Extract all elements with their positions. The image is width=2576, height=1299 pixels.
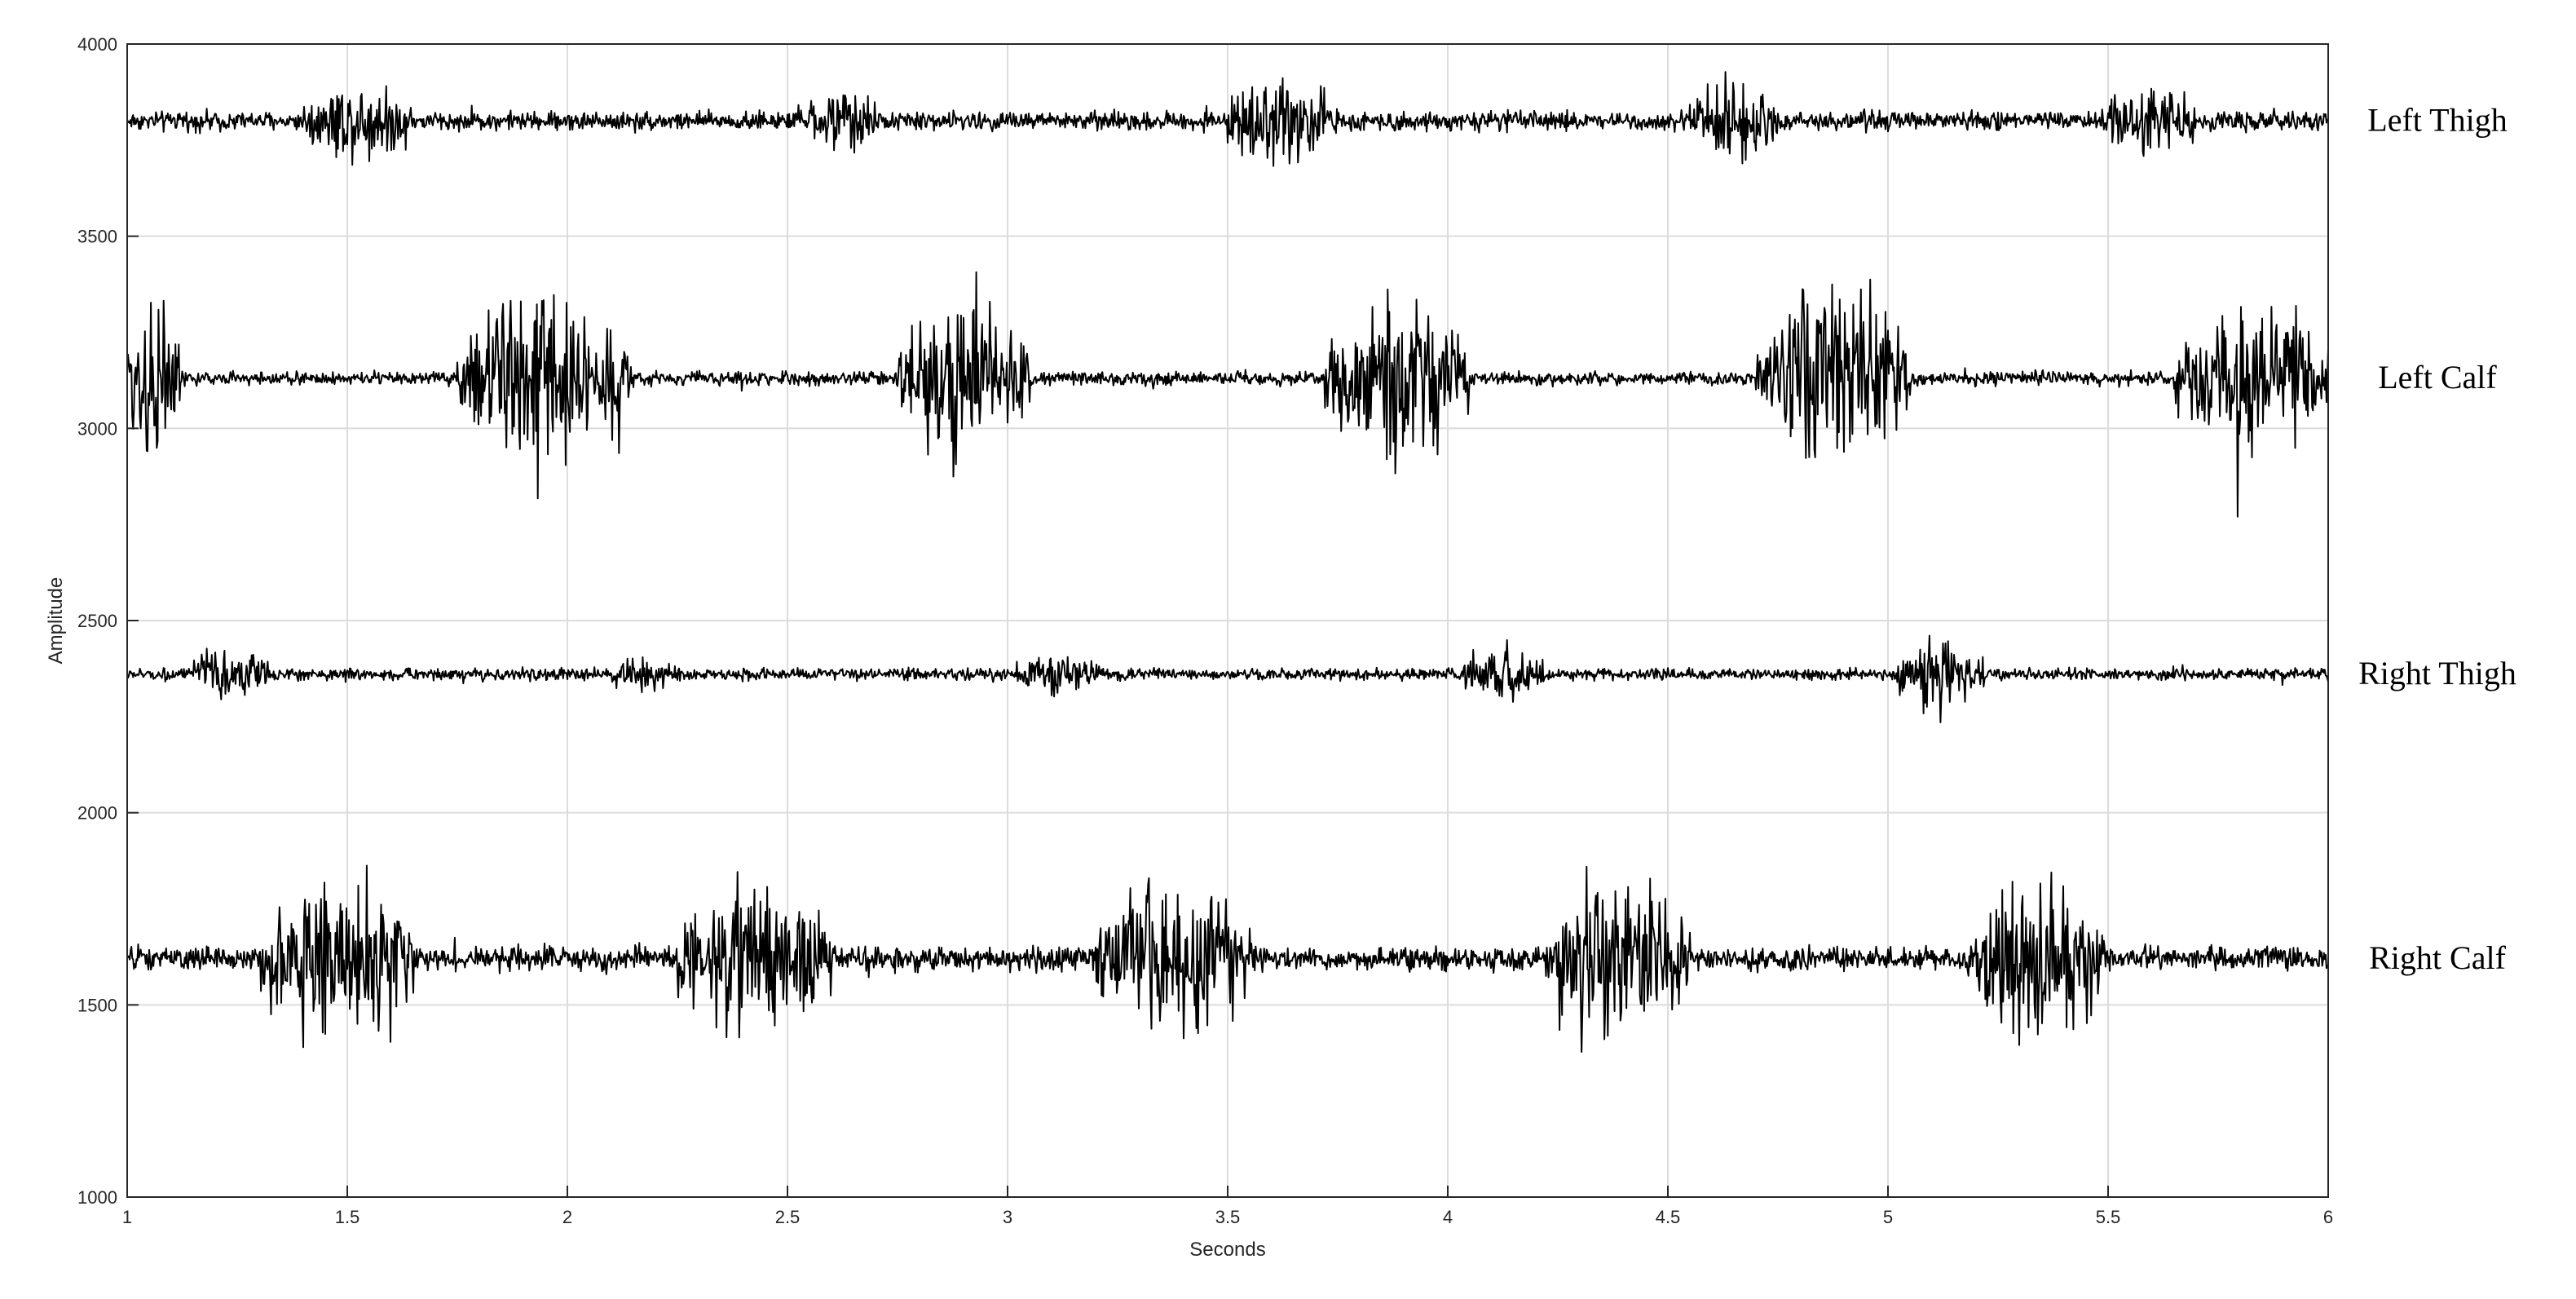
- x-tick-label: 3.5: [1215, 1207, 1241, 1227]
- series-label: Left Thigh: [2367, 101, 2507, 138]
- series-label: Left Calf: [2378, 359, 2497, 395]
- x-tick-label: 5: [1883, 1207, 1893, 1227]
- y-tick-label: 1000: [77, 1187, 117, 1208]
- x-tick-label: 1: [122, 1207, 132, 1227]
- series-labels: Left Thigh Left Calf Right Thigh Right Calf: [2358, 101, 2516, 976]
- series-trace-right-calf: [126, 864, 2329, 1053]
- signal-traces: [126, 71, 2329, 1053]
- y-tick-label: 4000: [77, 34, 117, 55]
- x-axis-label: Seconds: [1189, 1239, 1265, 1261]
- y-axis-label: Amplitude: [45, 577, 67, 665]
- y-tick-label: 3000: [77, 418, 117, 439]
- x-tick-label: 4.5: [1656, 1207, 1681, 1227]
- y-axis-ticks: 1000 1500 2000 2500 3000 3500 4000: [77, 34, 139, 1208]
- x-tick-label: 2: [562, 1207, 572, 1227]
- series-trace-left-calf: [126, 271, 2329, 518]
- x-tick-label: 4: [1443, 1207, 1453, 1227]
- x-tick-label: 1.5: [335, 1207, 360, 1227]
- x-tick-label: 5.5: [2096, 1207, 2121, 1227]
- y-tick-label: 1500: [77, 995, 117, 1015]
- y-tick-label: 3500: [77, 227, 117, 247]
- series-trace-right-thigh: [126, 634, 2329, 723]
- grid-lines: [127, 44, 2328, 1197]
- series-label: Right Thigh: [2358, 655, 2516, 691]
- series-label: Right Calf: [2369, 939, 2506, 976]
- x-tick-label: 3: [1003, 1207, 1012, 1227]
- series-trace-left-thigh: [126, 71, 2329, 167]
- x-axis-ticks: 1 1.5 2 2.5 3 3.5 4 4.5 5 5.5 6: [122, 1186, 2333, 1227]
- x-tick-label: 2.5: [775, 1207, 801, 1227]
- x-tick-label: 6: [2323, 1207, 2333, 1227]
- y-tick-label: 2500: [77, 611, 117, 631]
- y-tick-label: 2000: [77, 803, 117, 824]
